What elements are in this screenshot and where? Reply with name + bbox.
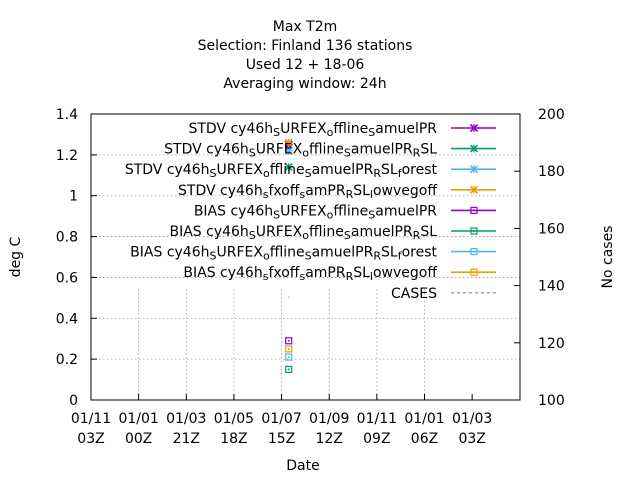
x-tick-label: 01/09: [309, 411, 349, 427]
legend-label: STDV cy46hSURFEXofflineSamuelPR: [188, 121, 437, 139]
y2-axis: 100 120 140 160 180 200: [514, 107, 565, 409]
y-tick-label: 0: [69, 393, 78, 409]
legend-label: BIAS cy46hSURFEXofflineSamuelPRRSL: [169, 224, 437, 242]
y2-tick-label: 200: [538, 107, 565, 123]
data-point-series-7: [285, 353, 293, 361]
x-tick-label: 01/03: [452, 411, 492, 427]
x-axis-label: Date: [286, 458, 319, 474]
x-tick-label: 01/01: [118, 411, 158, 427]
legend-marker: [469, 144, 479, 153]
title-line: Selection: Finland 136 stations: [198, 38, 413, 54]
y2-axis-label: No cases: [600, 226, 616, 289]
x-tick-label: 01/01: [404, 411, 444, 427]
legend-label: BIAS cy46hsfxoffsamPRRSLlowvegoff: [183, 265, 437, 283]
y-tick-label: 0.8: [56, 230, 78, 246]
x-tick-label: 01/11: [71, 411, 111, 427]
x-tick-label: 01/07: [261, 411, 301, 427]
y2-tick-label: 140: [538, 279, 565, 295]
legend-marker: [470, 206, 478, 214]
x-tick-label: 18Z: [220, 431, 247, 447]
x-tick-label: 01/05: [214, 411, 254, 427]
y-tick-label: 0.4: [56, 311, 78, 327]
x-tick-label: 12Z: [316, 431, 343, 447]
chart-title: Max T2m Selection: Finland 136 stations Us…: [198, 19, 413, 92]
legend-label: CASES: [391, 286, 437, 302]
legend-label: BIAS cy46hSURFEXofflineSamuelPR: [194, 203, 437, 221]
y-axis-label: deg C: [8, 236, 24, 277]
x-tick-label: 21Z: [173, 431, 200, 447]
y2-tick-label: 100: [538, 393, 565, 409]
legend-marker: [470, 248, 478, 256]
data-point-series-2: [284, 163, 293, 172]
x-tick-label: 06Z: [411, 431, 438, 447]
x-tick-label: 09Z: [363, 431, 390, 447]
grid: [91, 154, 520, 400]
title-line: Averaging window: 24h: [223, 76, 386, 92]
legend-marker: [469, 123, 479, 133]
y2-tick-label: 180: [538, 164, 565, 180]
legend-marker: [470, 268, 478, 276]
x-tick-label: 03Z: [77, 431, 104, 447]
y-tick-label: 0.6: [56, 270, 78, 286]
plot-frame: [90, 113, 521, 401]
title-line: Used 12 + 18-06: [246, 57, 365, 73]
x-axis: 01/11 03Z 01/01 00Z 01/03 21Z 01/05 18Z 01/07 15Z…: [71, 394, 492, 447]
data-point-series-5: [285, 337, 293, 345]
y2-tick-label: 120: [538, 336, 565, 352]
legend-label: STDV cy46hSURFEXofflineSamuelPRRSLforest: [125, 162, 438, 180]
data-point-series-8: [285, 345, 293, 353]
x-tick-label: 01/11: [357, 411, 397, 427]
data-point-series-4: [284, 138, 293, 147]
data-point-series-6: [285, 365, 293, 373]
y-tick-label: 1.4: [56, 107, 78, 123]
legend: STDV cy46hSURFEXofflineSamuelPR STDV cy46…: [125, 121, 496, 302]
data-points: [284, 138, 293, 373]
x-tick-label: 03Z: [458, 431, 485, 447]
y-axis: 0 0.2 0.4 0.6 0.8 1 1.2 1.4: [56, 107, 97, 409]
y2-tick-label: 160: [538, 221, 565, 237]
data-point-series-9: [288, 296, 290, 298]
x-tick-label: 00Z: [125, 431, 152, 447]
y-tick-label: 1: [69, 189, 78, 205]
y-tick-label: 0.2: [56, 352, 78, 368]
title-line: Max T2m: [273, 19, 338, 35]
x-tick-label: 15Z: [268, 431, 295, 447]
legend-label: BIAS cy46hSURFEXofflineSamuelPRRSLforest: [130, 245, 437, 263]
legend-label: STDV cy46hSURFEXofflineSamuelPRRSL: [164, 142, 437, 160]
data-point-series-3: [284, 146, 293, 155]
x-tick-label: 01/03: [166, 411, 206, 427]
legend-marker: [469, 185, 479, 194]
legend-marker: [469, 165, 479, 174]
y-tick-label: 1.2: [56, 148, 78, 164]
legend-label: STDV cy46hsfxoffsamPRRSLlowvegoff: [178, 183, 437, 201]
legend-marker: [470, 227, 478, 235]
